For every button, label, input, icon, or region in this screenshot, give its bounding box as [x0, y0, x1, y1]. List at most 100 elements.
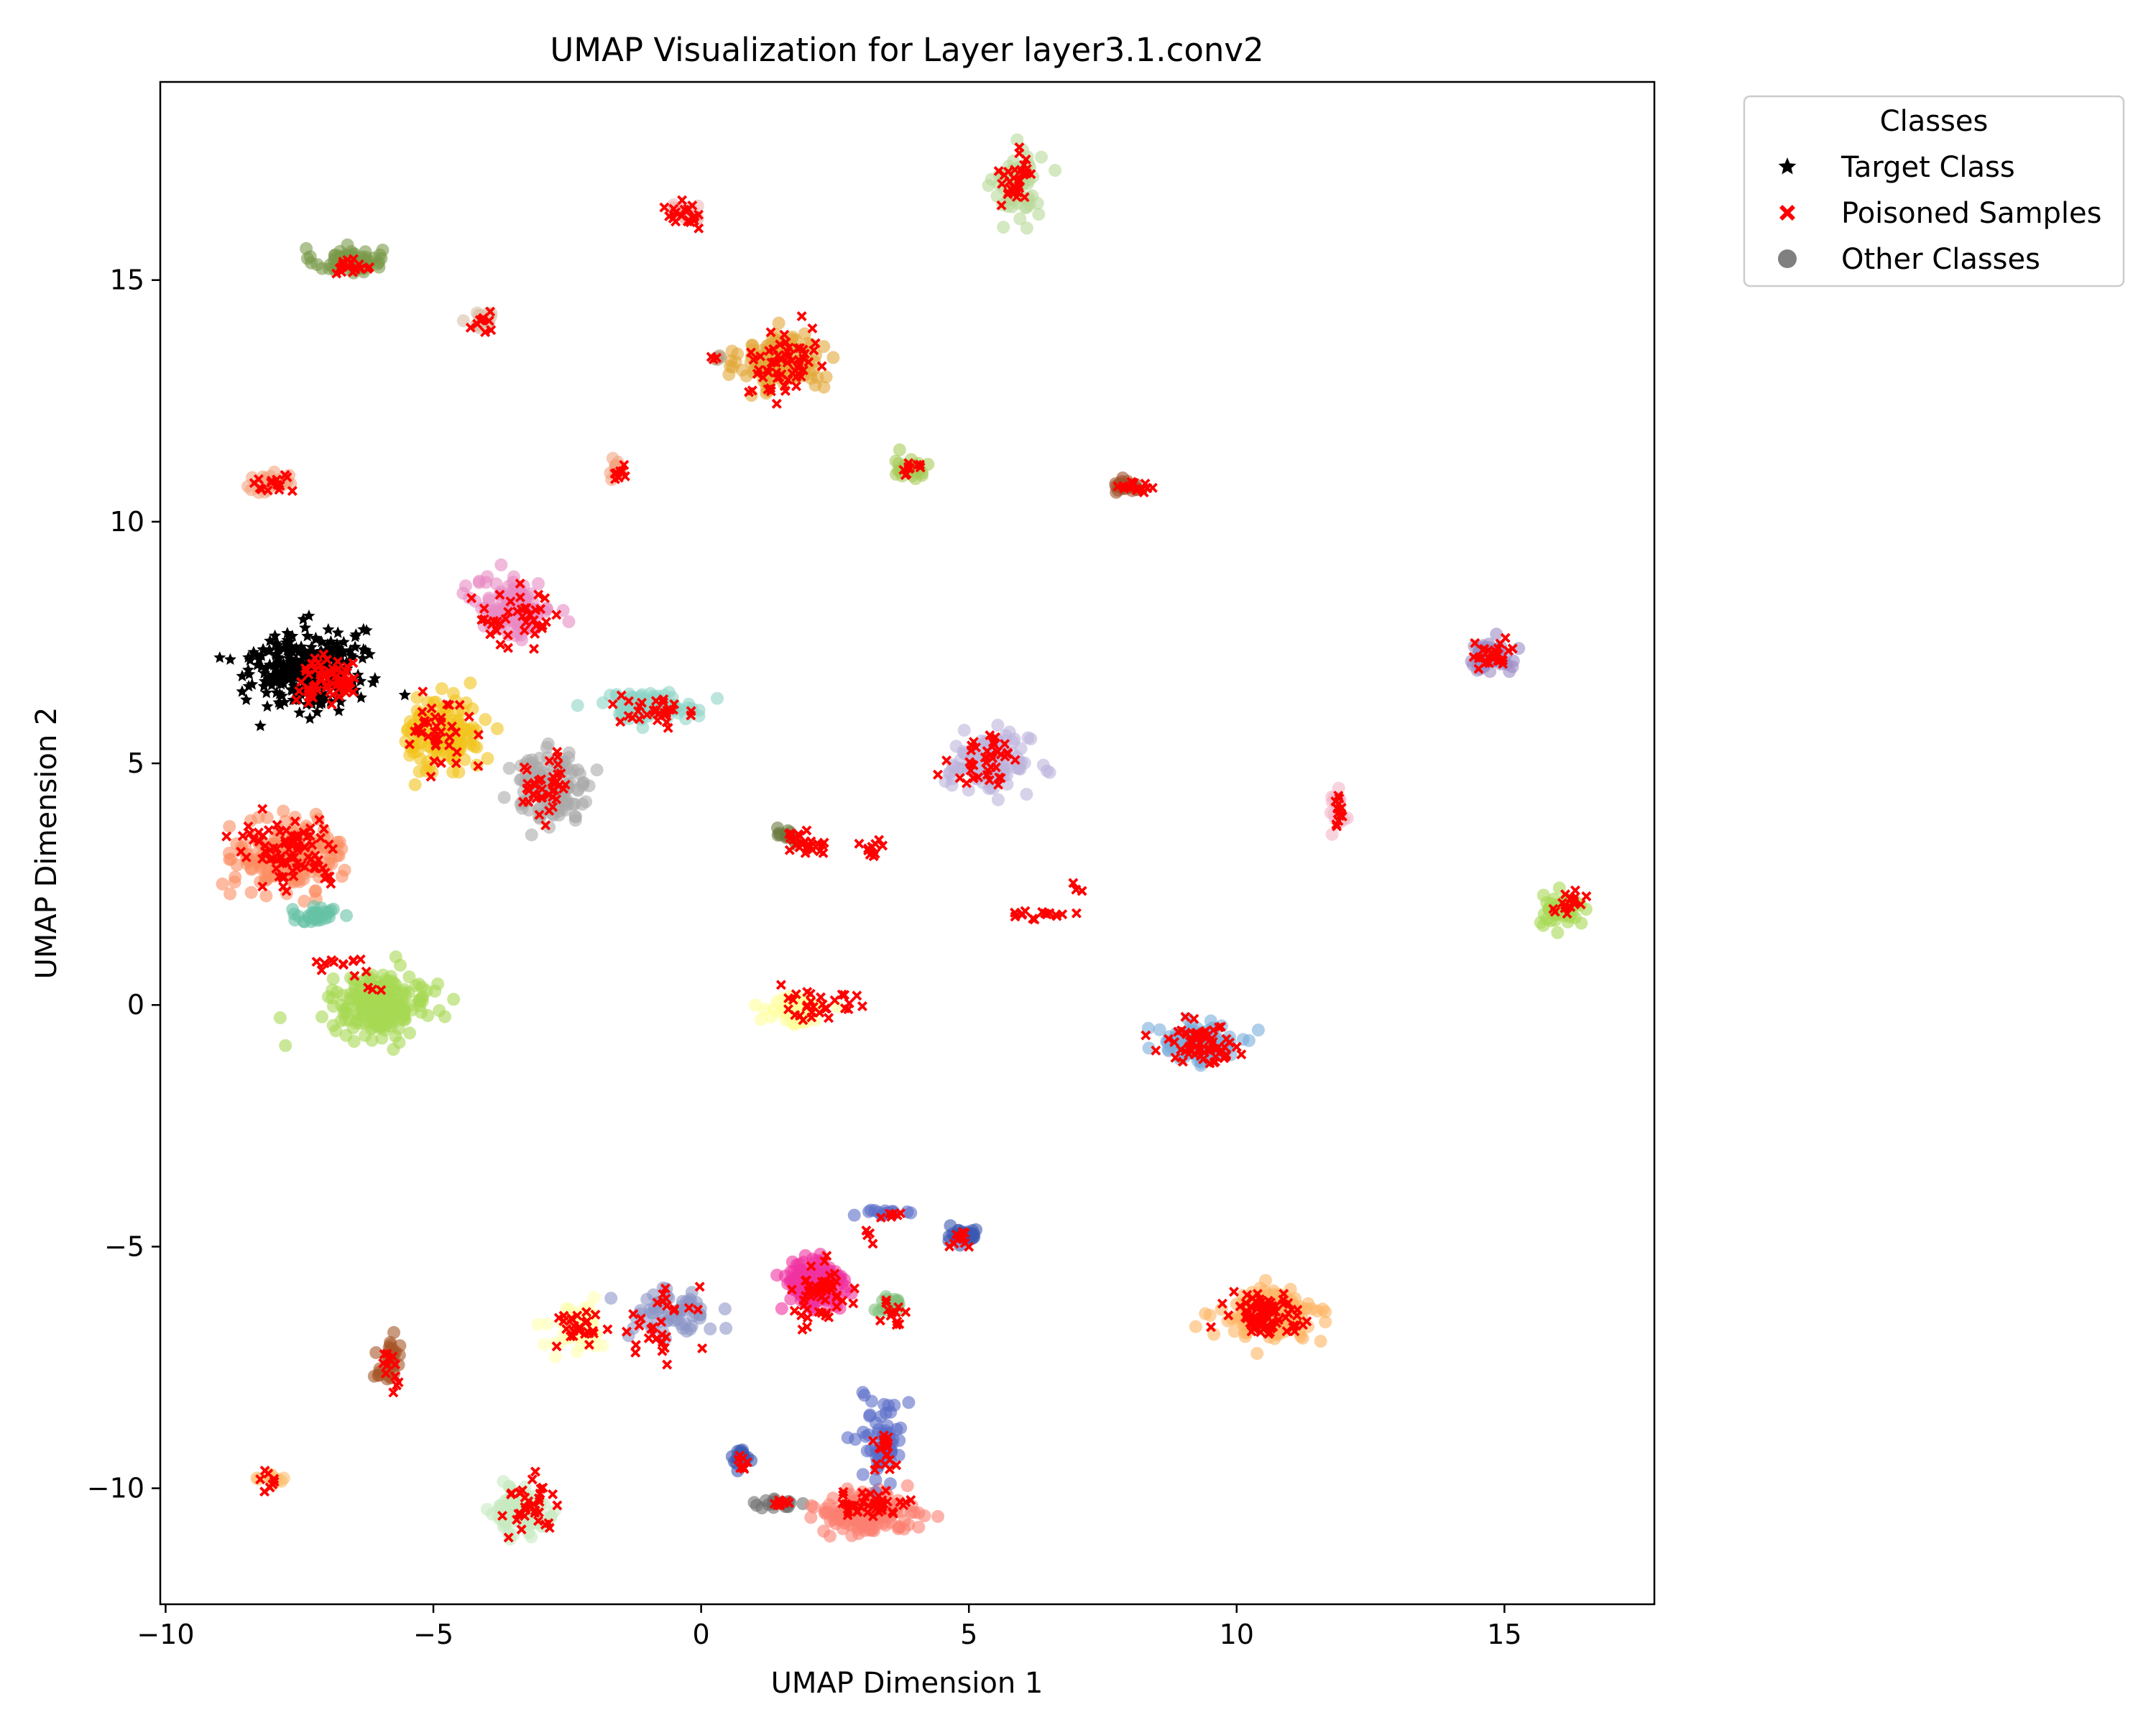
point-poisoned	[535, 774, 546, 785]
point-other	[722, 368, 736, 381]
point-other	[1032, 208, 1046, 221]
point-poisoned	[1019, 192, 1030, 203]
point-other	[1012, 762, 1026, 776]
point-poisoned	[1255, 1317, 1266, 1328]
point-poisoned	[973, 772, 984, 783]
y-tick-label: 15	[110, 264, 144, 296]
point-target	[303, 712, 316, 724]
point-other	[1325, 827, 1339, 841]
point-poisoned	[300, 862, 310, 873]
point-poisoned	[275, 827, 285, 837]
point-poisoned	[806, 1291, 816, 1302]
point-poisoned	[1029, 914, 1040, 925]
point-poisoned	[1141, 1030, 1151, 1041]
point-target	[257, 679, 270, 692]
point-target	[236, 669, 249, 682]
point-other	[770, 1269, 784, 1282]
point-poisoned	[473, 760, 484, 771]
point-poisoned	[964, 1241, 975, 1252]
point-poisoned	[677, 195, 688, 206]
point-poisoned	[272, 819, 282, 830]
point-target	[324, 635, 337, 648]
point-poisoned	[1183, 1042, 1194, 1053]
point-target	[267, 658, 280, 671]
point-poisoned	[1495, 638, 1506, 649]
point-poisoned	[1010, 755, 1021, 765]
point-poisoned	[525, 610, 535, 620]
point-target	[270, 686, 283, 699]
point-target	[288, 664, 301, 676]
point-other	[497, 791, 511, 804]
point-poisoned	[765, 327, 776, 338]
point-poisoned	[446, 721, 457, 732]
point-poisoned	[900, 470, 911, 480]
point-poisoned	[1246, 1326, 1257, 1337]
legend-label: Poisoned Samples	[1841, 197, 2101, 230]
point-poisoned	[1562, 908, 1572, 919]
point-other	[957, 724, 971, 737]
point-other	[690, 1296, 704, 1310]
point-other	[489, 577, 503, 591]
point-poisoned	[1549, 906, 1560, 917]
point-poisoned	[816, 992, 826, 1003]
point-poisoned	[580, 1317, 591, 1328]
point-target	[240, 693, 253, 705]
point-poisoned	[423, 731, 433, 742]
point-poisoned	[1181, 1029, 1192, 1039]
point-poisoned	[523, 796, 534, 807]
point-target	[277, 672, 290, 684]
point-poisoned	[881, 1295, 892, 1305]
point-other	[1490, 627, 1503, 641]
point-poisoned	[573, 1325, 584, 1336]
point-poisoned	[281, 858, 292, 869]
point-other	[340, 1002, 354, 1015]
point-poisoned	[616, 690, 627, 701]
point-poisoned	[540, 593, 550, 604]
point-poisoned	[553, 769, 563, 780]
point-other	[838, 1516, 852, 1530]
point-target	[270, 673, 282, 685]
point-target	[274, 658, 287, 671]
point-other	[740, 369, 753, 383]
point-poisoned	[527, 1474, 538, 1485]
point-other	[805, 1499, 819, 1512]
point-poisoned	[648, 1322, 658, 1333]
point-poisoned	[503, 1532, 514, 1543]
point-target	[273, 687, 286, 699]
point-other	[1314, 1335, 1327, 1348]
point-other	[1020, 221, 1033, 235]
point-poisoned	[802, 1312, 813, 1323]
point-other	[893, 443, 906, 456]
point-poisoned	[1207, 1033, 1217, 1044]
point-poisoned	[341, 666, 351, 676]
point-poisoned	[791, 989, 801, 1000]
point-poisoned	[257, 804, 268, 814]
point-target	[274, 698, 287, 710]
point-target	[255, 661, 268, 673]
legend-title: Classes	[1880, 105, 1989, 138]
point-other	[647, 1288, 660, 1302]
point-poisoned	[630, 1347, 641, 1358]
point-poisoned	[314, 814, 325, 825]
point-other	[479, 713, 492, 727]
point-poisoned	[560, 779, 571, 790]
point-poisoned	[429, 756, 440, 766]
point-other	[841, 1431, 854, 1445]
point-poisoned	[801, 1002, 812, 1013]
point-poisoned	[1037, 906, 1048, 917]
point-other	[606, 451, 619, 465]
x-axis-label: UMAP Dimension 1	[771, 1667, 1044, 1700]
point-poisoned	[334, 263, 345, 274]
point-poisoned	[602, 1324, 613, 1335]
point-poisoned	[1258, 1309, 1268, 1320]
point-poisoned	[1071, 908, 1082, 919]
point-poisoned	[503, 607, 514, 617]
point-other	[216, 877, 229, 891]
point-other	[338, 863, 351, 877]
point-poisoned	[982, 765, 993, 776]
point-poisoned	[1273, 1315, 1284, 1325]
point-poisoned	[779, 329, 790, 340]
point-other	[298, 894, 311, 908]
point-poisoned	[320, 868, 331, 878]
point-poisoned	[417, 707, 428, 717]
